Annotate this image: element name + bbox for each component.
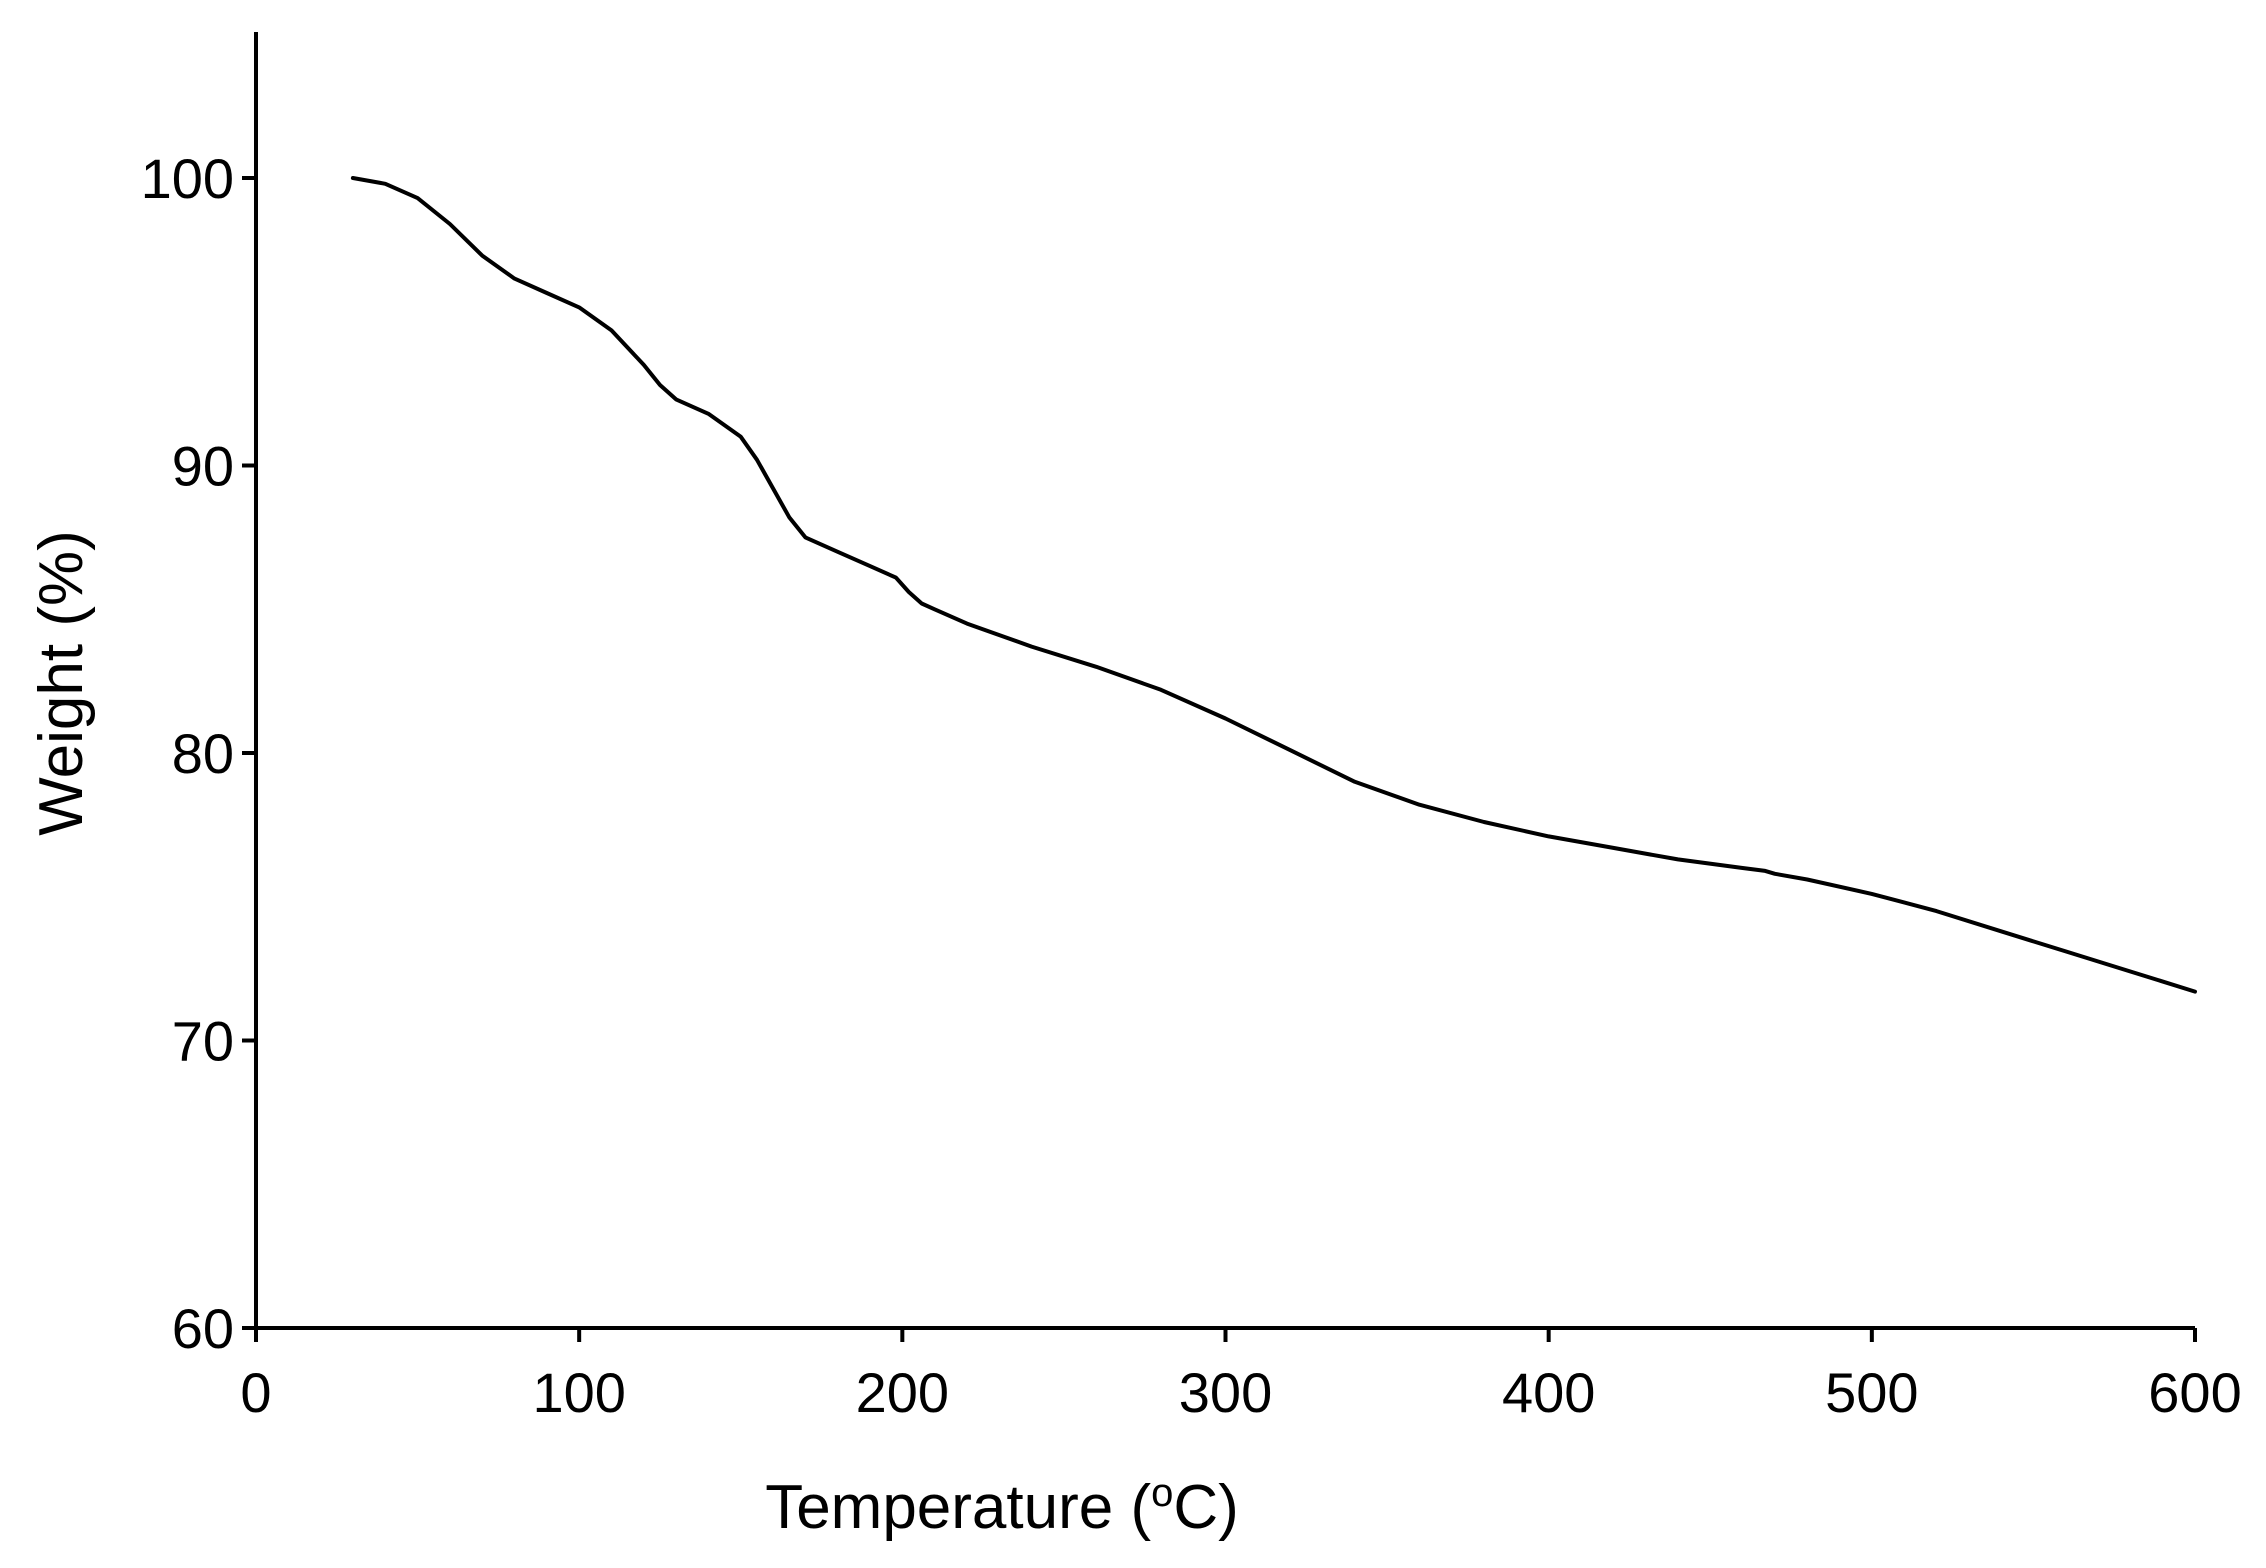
series-group bbox=[350, 176, 2197, 994]
y-axis-label: Weight (%) bbox=[27, 530, 96, 836]
y-ticks: 60 70 80 90 100 bbox=[141, 147, 256, 1360]
x-tick-label: 300 bbox=[1179, 1361, 1272, 1424]
x-tick-label: 600 bbox=[2148, 1361, 2241, 1424]
x-axis-label-superscript: o bbox=[1151, 1471, 1173, 1515]
x-tick-label: 0 bbox=[240, 1361, 271, 1424]
y-tick-label: 80 bbox=[172, 722, 234, 785]
y-tick-label: 70 bbox=[172, 1010, 234, 1073]
y-tick-label: 100 bbox=[141, 147, 234, 210]
series-line bbox=[350, 176, 2197, 994]
x-ticks: 0 100 200 300 400 500 600 bbox=[240, 1328, 2242, 1424]
y-tick-label: 60 bbox=[172, 1297, 234, 1360]
x-tick-label: 200 bbox=[856, 1361, 949, 1424]
x-tick-label: 500 bbox=[1825, 1361, 1918, 1424]
y-tick-label: 90 bbox=[172, 435, 234, 498]
x-tick-label: 100 bbox=[532, 1361, 625, 1424]
x-axis-label: Temperature (oC) bbox=[765, 1471, 1239, 1542]
x-tick-label: 400 bbox=[1502, 1361, 1595, 1424]
